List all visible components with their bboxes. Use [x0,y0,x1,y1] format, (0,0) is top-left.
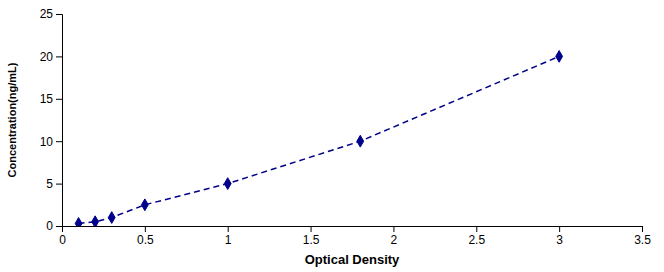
x-axis-title: Optical Density [305,252,400,267]
point [108,212,115,224]
point [556,51,563,63]
x-tick: 1.5 [303,226,320,247]
y-axis-title: Concentration(ng/mL) [6,62,18,177]
y-tick: 15 [40,92,62,106]
x-tick-label: 0 [59,233,66,247]
x-tick-mark [642,226,643,232]
y-tick-mark [56,184,62,185]
x-tick-label: 0.5 [137,233,154,247]
x-tick-mark [559,226,560,232]
y-tick-mark [56,14,62,15]
x-tick: 3.5 [634,226,651,247]
point [224,178,231,190]
x-tick-label: 3.5 [634,233,651,247]
point [92,216,99,226]
x-tick: 0 [59,226,66,247]
x-tick: 2.5 [468,226,485,247]
y-tick: 0 [46,219,62,233]
x-tick: 0.5 [137,226,154,247]
point [141,199,148,211]
y-tick-label: 20 [40,50,54,64]
chart: 0 0.5 1 1.5 2 2.5 3 3.5 0 5 10 15 20 25 Optical Densit… [0,0,664,272]
y-tick-label: 0 [46,219,53,233]
x-tick-mark [228,226,229,232]
y-tick-label: 5 [46,177,53,191]
x-axis-line [63,227,643,233]
y-tick-mark [56,226,62,227]
x-tick-label: 1.5 [303,233,320,247]
x-tick: 2 [391,226,398,247]
y-tick: 10 [40,135,62,149]
y-tick: 20 [40,50,62,64]
x-tick-label: 3 [556,233,563,247]
y-tick-label: 15 [40,92,54,106]
line [79,56,560,223]
plot: 0 0.5 1 1.5 2 2.5 3 3.5 0 5 10 15 20 25 [40,7,652,246]
y-tick-mark [56,99,62,100]
point [357,135,364,147]
x-tick-label: 1 [225,233,232,247]
x-axis: 0 0.5 1 1.5 2 2.5 3 3.5 [59,226,651,247]
x-tick: 1 [225,226,232,247]
y-axis: 0 5 10 15 20 25 [40,7,63,233]
y-tick: 5 [46,177,62,191]
y-tick-mark [56,141,62,142]
x-tick: 3 [556,226,563,247]
x-tick-mark [311,226,312,232]
y-tick: 25 [40,7,62,21]
x-tick-label: 2.5 [468,233,485,247]
y-axis-line [56,15,63,227]
x-tick-mark [393,226,394,232]
x-tick-mark [145,226,146,232]
x-tick-label: 2 [391,233,398,247]
series [75,51,562,226]
point [75,218,82,226]
y-tick-label: 25 [40,7,54,21]
y-tick-label: 10 [40,135,54,149]
x-tick-mark [476,226,477,232]
y-tick-mark [56,56,62,57]
